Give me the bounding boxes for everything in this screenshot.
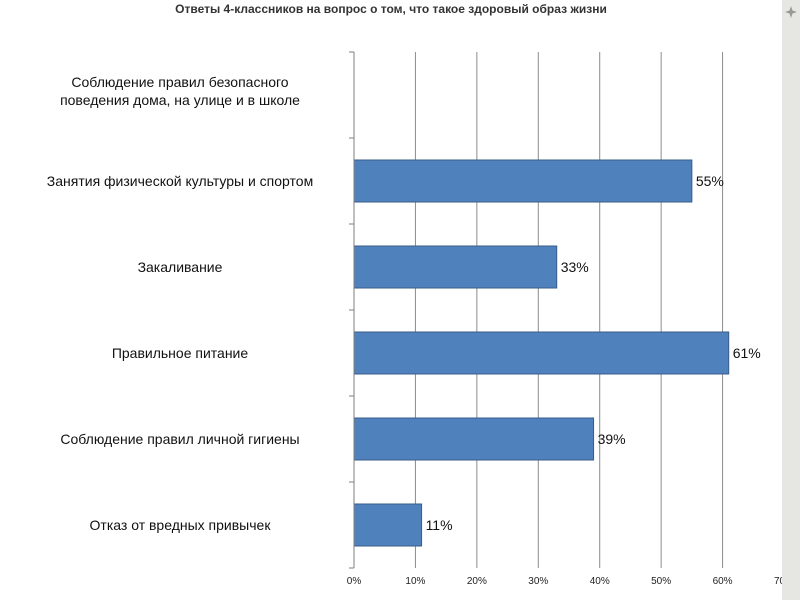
ornament-icon (785, 6, 797, 18)
data-label: 55% (696, 173, 724, 189)
bar-chart: 0% 10% 20% 30% 40% 50% 60% 70% Соблюдение правил… (47, 51, 782, 587)
data-label: 39% (598, 431, 626, 447)
x-tick-label: 20% (467, 576, 487, 587)
bar (353, 331, 730, 375)
x-tick-label: 70% (774, 576, 782, 587)
category-label: Соблюдение правил безопасного (71, 74, 288, 90)
category-label: Правильное питание (112, 345, 249, 361)
data-label: 11% (426, 517, 453, 533)
x-tick-label: 0% (347, 576, 362, 587)
category-label: Закаливание (138, 259, 223, 275)
category-label: Соблюдение правил личной гигиены (60, 431, 299, 447)
bar (353, 417, 595, 461)
x-tick-label: 10% (405, 576, 425, 587)
bar (353, 503, 423, 547)
slide-side-strip (782, 0, 800, 600)
category-label: поведения дома, на улице и в школе (60, 92, 300, 108)
x-tick-label: 50% (651, 576, 671, 587)
x-tick-label: 30% (528, 576, 548, 587)
category-label: Отказ от вредных привычек (90, 517, 272, 533)
data-label: 61% (733, 345, 761, 361)
chart-title: Ответы 4-классников на вопрос о том, что… (175, 2, 607, 16)
x-tick-label: 40% (590, 576, 610, 587)
x-tick-label: 60% (713, 576, 733, 587)
category-label: Занятия физической культуры и спортом (47, 173, 313, 189)
bar (353, 159, 693, 203)
bar (353, 245, 558, 289)
data-label: 33% (561, 259, 589, 275)
